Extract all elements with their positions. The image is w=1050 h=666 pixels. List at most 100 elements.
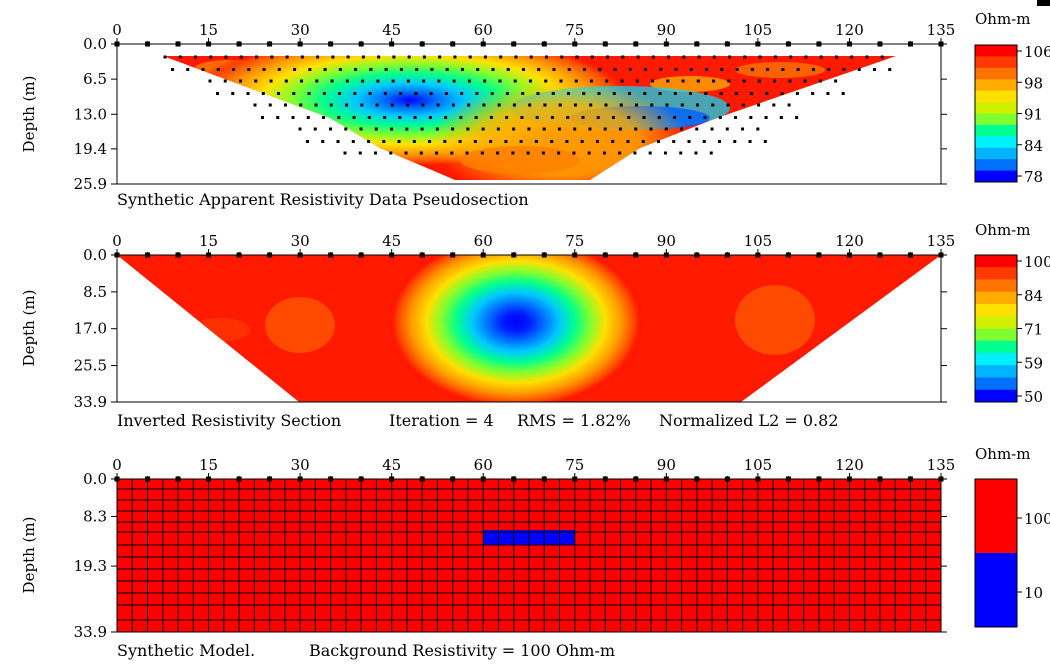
data-point [404,151,408,155]
data-point [499,55,503,59]
data-point [406,79,410,83]
data-point [358,151,362,155]
data-point [504,140,508,143]
colorbar-segment [975,279,1017,293]
colorbar-segment [975,67,1017,80]
data-point [392,55,396,59]
x-tick-label: 75 [565,21,584,39]
data-point [359,127,363,131]
data-point [453,55,457,59]
colorbar-segment [975,377,1017,391]
colorbar: Ohm-m 100 84 71 59 50 [974,221,1050,406]
data-point [573,103,577,107]
data-point [529,55,533,59]
colorbar-segment [975,291,1017,305]
data-point [276,116,280,119]
data-point [352,116,356,119]
data-point [695,127,699,131]
data-point [351,140,355,143]
y-tick-label: 17.0 [74,320,107,338]
data-point [519,140,523,143]
data-point [514,55,518,59]
colorbar-segment [975,102,1017,114]
colorbar: Ohm-m 106 98 91 84 78 [974,10,1050,186]
data-point [512,103,516,107]
data-point [712,55,716,59]
data-point [750,68,754,71]
data-point [405,127,409,131]
data-point [566,116,570,119]
data-point [483,55,487,59]
data-point [428,140,432,143]
data-point [606,55,610,59]
data-point [415,68,419,71]
data-point [313,127,317,131]
data-point [648,151,652,155]
data-point [679,151,683,155]
x-tick-label: 135 [927,232,956,250]
data-point [673,92,677,95]
data-point [465,151,469,155]
data-point [399,92,403,95]
data-point [757,79,761,83]
data-point [542,127,546,131]
data-point [651,55,655,59]
colorbar-frame [974,44,1018,183]
data-point [521,92,525,95]
data-point [390,103,394,107]
caption-title: Synthetic Model. [117,641,255,660]
colorbar-segment [975,328,1017,342]
y-axis-ticks: 0.0 8.5 17.0 25.5 33.9 [74,246,947,411]
data-point [826,92,830,95]
data-point [384,68,388,71]
data-point [316,55,320,59]
x-tick-label: 105 [744,232,773,250]
data-point [420,127,424,131]
data-point [741,127,745,131]
colorbar-segment [975,90,1017,103]
data-point [718,116,722,119]
data-point [621,55,625,59]
data-point [590,79,593,83]
x-tick-label: 0 [112,456,122,474]
data-point [709,151,713,155]
data-point [551,92,555,95]
data-point [490,92,494,95]
data-point [742,79,746,83]
data-point [720,68,724,71]
data-point [618,127,622,131]
y-tick-label: 6.5 [83,70,107,88]
colorbar-tick-label: 71 [1024,321,1043,339]
data-point [602,151,606,155]
data-point [766,68,770,71]
data-point [391,79,395,83]
data-point [545,55,548,59]
data-point [688,116,692,119]
data-point [421,103,425,107]
caption-rms: RMS = 1.82% [517,411,631,430]
data-point [780,92,784,95]
panel-caption: Synthetic Apparent Resistivity Data Pseu… [117,190,529,209]
colorbar-segment [975,136,1017,149]
data-point [703,116,707,119]
data-point [590,55,594,59]
data-point [704,92,708,95]
data-point [506,68,510,71]
data-point [611,116,615,119]
data-point [557,151,561,155]
y-tick-label: 0.0 [83,470,107,488]
data-point [374,151,378,155]
data-point [389,151,393,155]
data-point [642,116,646,119]
data-point [595,140,599,143]
x-tick-label: 0 [112,232,122,250]
data-point [756,127,760,131]
data-point [665,103,669,107]
data-point [428,116,432,119]
colorbar-segment [975,365,1017,378]
colorbar-tick-label: 84 [1024,287,1043,305]
data-point [734,92,738,95]
data-point [580,140,584,143]
colorbar-tick-label: 100 [1024,253,1050,271]
